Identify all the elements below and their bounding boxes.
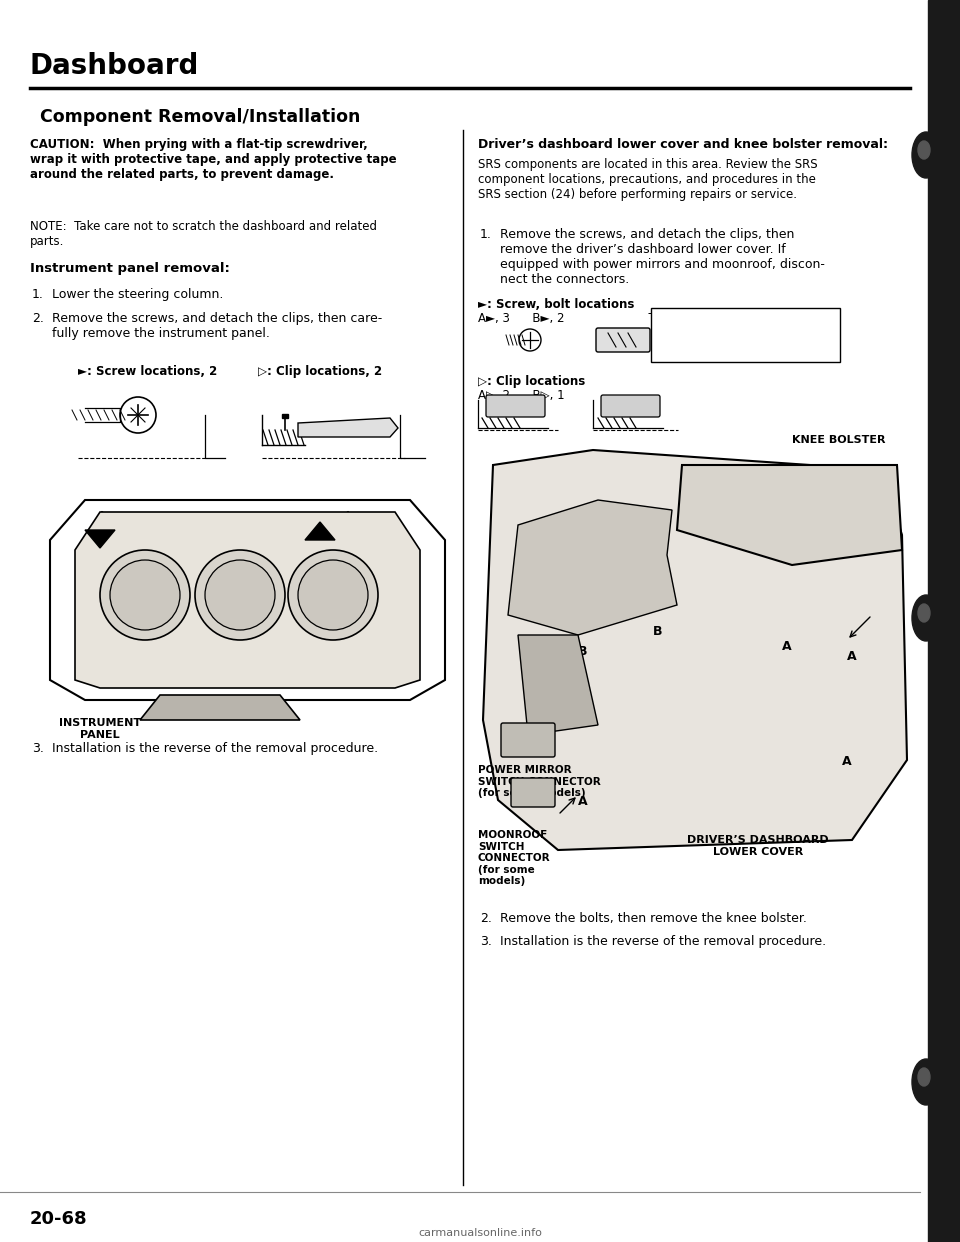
- Text: NOTE:  Take care not to scratch the dashboard and related
parts.: NOTE: Take care not to scratch the dashb…: [30, 220, 377, 248]
- Text: 9.8 N·m (1.0 kgf·m,: 9.8 N·m (1.0 kgf·m,: [656, 325, 757, 335]
- Text: CAUTION:  When prying with a flat-tip screwdriver,
wrap it with protective tape,: CAUTION: When prying with a flat-tip scr…: [30, 138, 396, 181]
- Text: A: A: [842, 755, 852, 768]
- Polygon shape: [50, 501, 445, 700]
- Text: 7.2 lbf·ft): 7.2 lbf·ft): [656, 337, 705, 347]
- Text: DRIVER’S DASHBOARD
LOWER COVER: DRIVER’S DASHBOARD LOWER COVER: [687, 835, 828, 857]
- Polygon shape: [140, 696, 300, 720]
- Text: A: A: [782, 640, 792, 653]
- Text: KNEE BOLSTER: KNEE BOLSTER: [792, 435, 885, 445]
- Text: A▷, 2      B▷, 1: A▷, 2 B▷, 1: [478, 389, 564, 402]
- Circle shape: [120, 397, 156, 433]
- Text: Instrument panel removal:: Instrument panel removal:: [30, 262, 229, 274]
- FancyBboxPatch shape: [651, 308, 840, 361]
- Text: A►, 3      B►, 2: A►, 3 B►, 2: [478, 312, 564, 325]
- Ellipse shape: [918, 604, 930, 622]
- Text: 3.: 3.: [32, 741, 44, 755]
- Text: Component Removal/Installation: Component Removal/Installation: [40, 108, 360, 125]
- Ellipse shape: [912, 595, 940, 641]
- Circle shape: [110, 560, 180, 630]
- Text: ►: Screw, bolt locations: ►: Screw, bolt locations: [478, 298, 635, 310]
- Text: MOONROOF
SWITCH
CONNECTOR
(for some
models): MOONROOF SWITCH CONNECTOR (for some mode…: [478, 830, 551, 887]
- Circle shape: [195, 550, 285, 640]
- Text: 2.: 2.: [32, 312, 44, 325]
- Polygon shape: [298, 419, 398, 437]
- Polygon shape: [677, 465, 902, 565]
- Polygon shape: [75, 512, 420, 688]
- Text: Remove the screws, and detach the clips, then care-
fully remove the instrument : Remove the screws, and detach the clips,…: [52, 312, 382, 340]
- Text: Remove the bolts, then remove the knee bolster.: Remove the bolts, then remove the knee b…: [500, 912, 806, 925]
- Ellipse shape: [912, 1059, 940, 1105]
- Text: B: B: [653, 625, 662, 638]
- Polygon shape: [85, 530, 115, 548]
- FancyBboxPatch shape: [596, 328, 650, 351]
- Bar: [928, 0, 960, 1242]
- Circle shape: [288, 550, 378, 640]
- Text: Installation is the reverse of the removal procedure.: Installation is the reverse of the remov…: [52, 741, 378, 755]
- Polygon shape: [518, 635, 598, 735]
- Polygon shape: [508, 501, 677, 635]
- Text: A: A: [578, 795, 588, 809]
- Text: Remove the screws, and detach the clips, then
remove the driver’s dashboard lowe: Remove the screws, and detach the clips,…: [500, 229, 825, 286]
- FancyBboxPatch shape: [601, 395, 660, 417]
- FancyBboxPatch shape: [486, 395, 545, 417]
- Text: 1.: 1.: [480, 229, 492, 241]
- Circle shape: [205, 560, 275, 630]
- Text: Driver’s dashboard lower cover and knee bolster removal:: Driver’s dashboard lower cover and knee …: [478, 138, 888, 152]
- FancyBboxPatch shape: [501, 723, 555, 758]
- Text: 3.: 3.: [480, 935, 492, 948]
- Text: ▷: Clip locations: ▷: Clip locations: [478, 375, 586, 388]
- Ellipse shape: [918, 142, 930, 159]
- Text: Dashboard: Dashboard: [30, 52, 200, 79]
- Circle shape: [100, 550, 190, 640]
- Polygon shape: [305, 522, 335, 540]
- Circle shape: [298, 560, 368, 630]
- Ellipse shape: [918, 1068, 930, 1086]
- Text: A: A: [847, 650, 856, 663]
- Text: 1.: 1.: [32, 288, 44, 301]
- Text: SRS components are located in this area. Review the SRS
component locations, pre: SRS components are located in this area.…: [478, 158, 818, 201]
- Polygon shape: [483, 450, 907, 850]
- Text: ►: Screw locations, 2: ►: Screw locations, 2: [78, 365, 217, 378]
- Text: ▷: Clip locations, 2: ▷: Clip locations, 2: [258, 365, 382, 378]
- FancyBboxPatch shape: [511, 777, 555, 807]
- Text: 20-68: 20-68: [30, 1210, 87, 1228]
- Text: INSTRUMENT
PANEL: INSTRUMENT PANEL: [59, 718, 141, 739]
- Text: carmanualsonline.info: carmanualsonline.info: [418, 1228, 542, 1238]
- Text: POWER MIRROR
SWITCH CONNECTOR
(for some models): POWER MIRROR SWITCH CONNECTOR (for some …: [478, 765, 601, 799]
- Circle shape: [519, 329, 541, 351]
- Ellipse shape: [912, 132, 940, 178]
- Bar: [282, 414, 288, 419]
- Text: Lower the steering column.: Lower the steering column.: [52, 288, 224, 301]
- Text: 2.: 2.: [480, 912, 492, 925]
- Text: 6 x 1.0 mm: 6 x 1.0 mm: [656, 313, 715, 323]
- Text: B: B: [578, 645, 588, 658]
- Text: Installation is the reverse of the removal procedure.: Installation is the reverse of the remov…: [500, 935, 827, 948]
